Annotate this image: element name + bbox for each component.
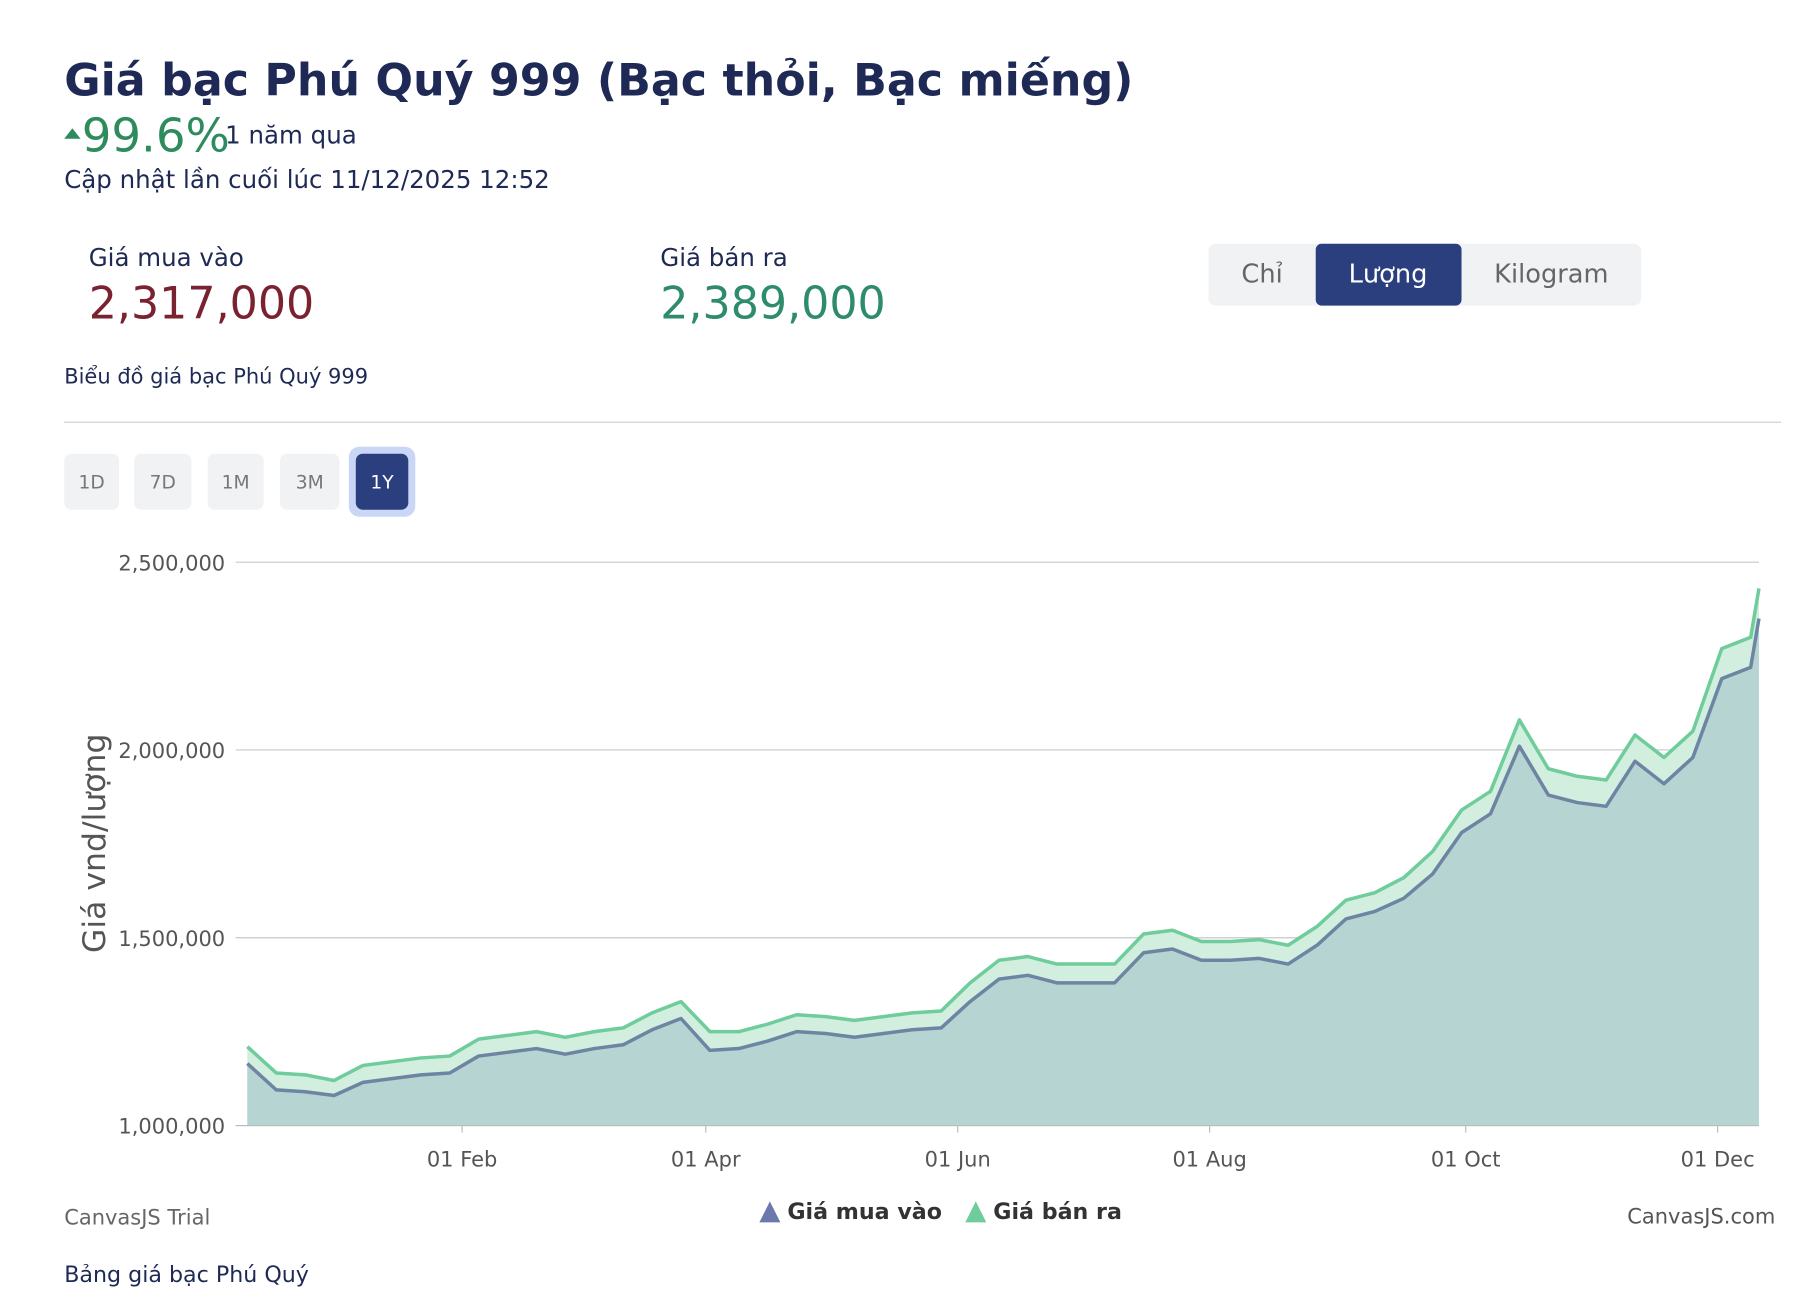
legend-marker [759, 1201, 781, 1223]
y-tick-label: 2,000,000 [118, 739, 225, 763]
x-tick-label: 01 Oct [1431, 1147, 1501, 1171]
range-button[interactable] [64, 453, 120, 510]
line [246, 618, 1761, 1098]
y-tick-label: 1,000,000 [118, 1115, 225, 1139]
legend-label: Giá mua vào [787, 1199, 942, 1225]
sell-label: Giá bán ra [660, 243, 787, 272]
page-title: Giá bạc Phú Quý 999 (Bạc thỏi, Bạc miếng… [64, 56, 1133, 107]
range-button[interactable] [207, 453, 264, 510]
y-tick-label: 2,500,000 [118, 551, 225, 575]
unit-tab[interactable]: Chỉ [1241, 259, 1282, 289]
credit-link[interactable]: CanvasJS.com [1627, 1205, 1775, 1229]
sell-value: 2,389,000 [660, 278, 886, 329]
range-label: 3M [296, 473, 324, 494]
x-tick-label: 01 Dec [1681, 1147, 1755, 1171]
line [246, 588, 1761, 1083]
range-label: 1M [222, 473, 250, 494]
change: 99.6% [82, 110, 230, 164]
y-axis-label: Giá vnd/lượng [77, 734, 113, 954]
table-title: Bảng giá bạc Phú Quý [64, 1262, 309, 1288]
unit-tab-active[interactable] [1315, 243, 1462, 306]
credit: CanvasJS Trial [64, 1206, 210, 1230]
buy-value: 2,317,000 [89, 278, 315, 329]
range-label: 1Y [370, 473, 394, 494]
legend-marker [965, 1201, 987, 1223]
area [247, 618, 1759, 1126]
unit-tab[interactable]: Lượng [1349, 259, 1428, 289]
range-button-active[interactable] [355, 453, 409, 510]
period: 1 năm qua [225, 120, 357, 149]
plot: 1,000,000 1,500,000 2,000,000 2,500,000 01 F… [118, 551, 1761, 1225]
x-tick-label: 01 Apr [671, 1147, 741, 1171]
updated: Cập nhật lần cuối lúc 11/12/2025 12:52 [64, 165, 550, 194]
x-tick-label: 01 Feb [427, 1147, 498, 1171]
range-label: 7D [150, 473, 176, 494]
y-tick-label: 1,500,000 [118, 927, 225, 951]
range-button[interactable] [279, 453, 340, 510]
up-arrow [64, 128, 81, 139]
range-label: 1D [79, 473, 105, 494]
chart-title: Biểu đồ giá bạc Phú Quý 999 [64, 365, 368, 389]
legend-label: Giá bán ra [993, 1199, 1122, 1225]
x-tick-label: 01 Aug [1172, 1147, 1246, 1171]
range-button[interactable] [134, 453, 192, 510]
buy-label: Giá mua vào [89, 243, 244, 272]
x-tick-label: 01 Jun [925, 1147, 991, 1171]
unit-tab[interactable]: Kilogram [1494, 259, 1608, 289]
